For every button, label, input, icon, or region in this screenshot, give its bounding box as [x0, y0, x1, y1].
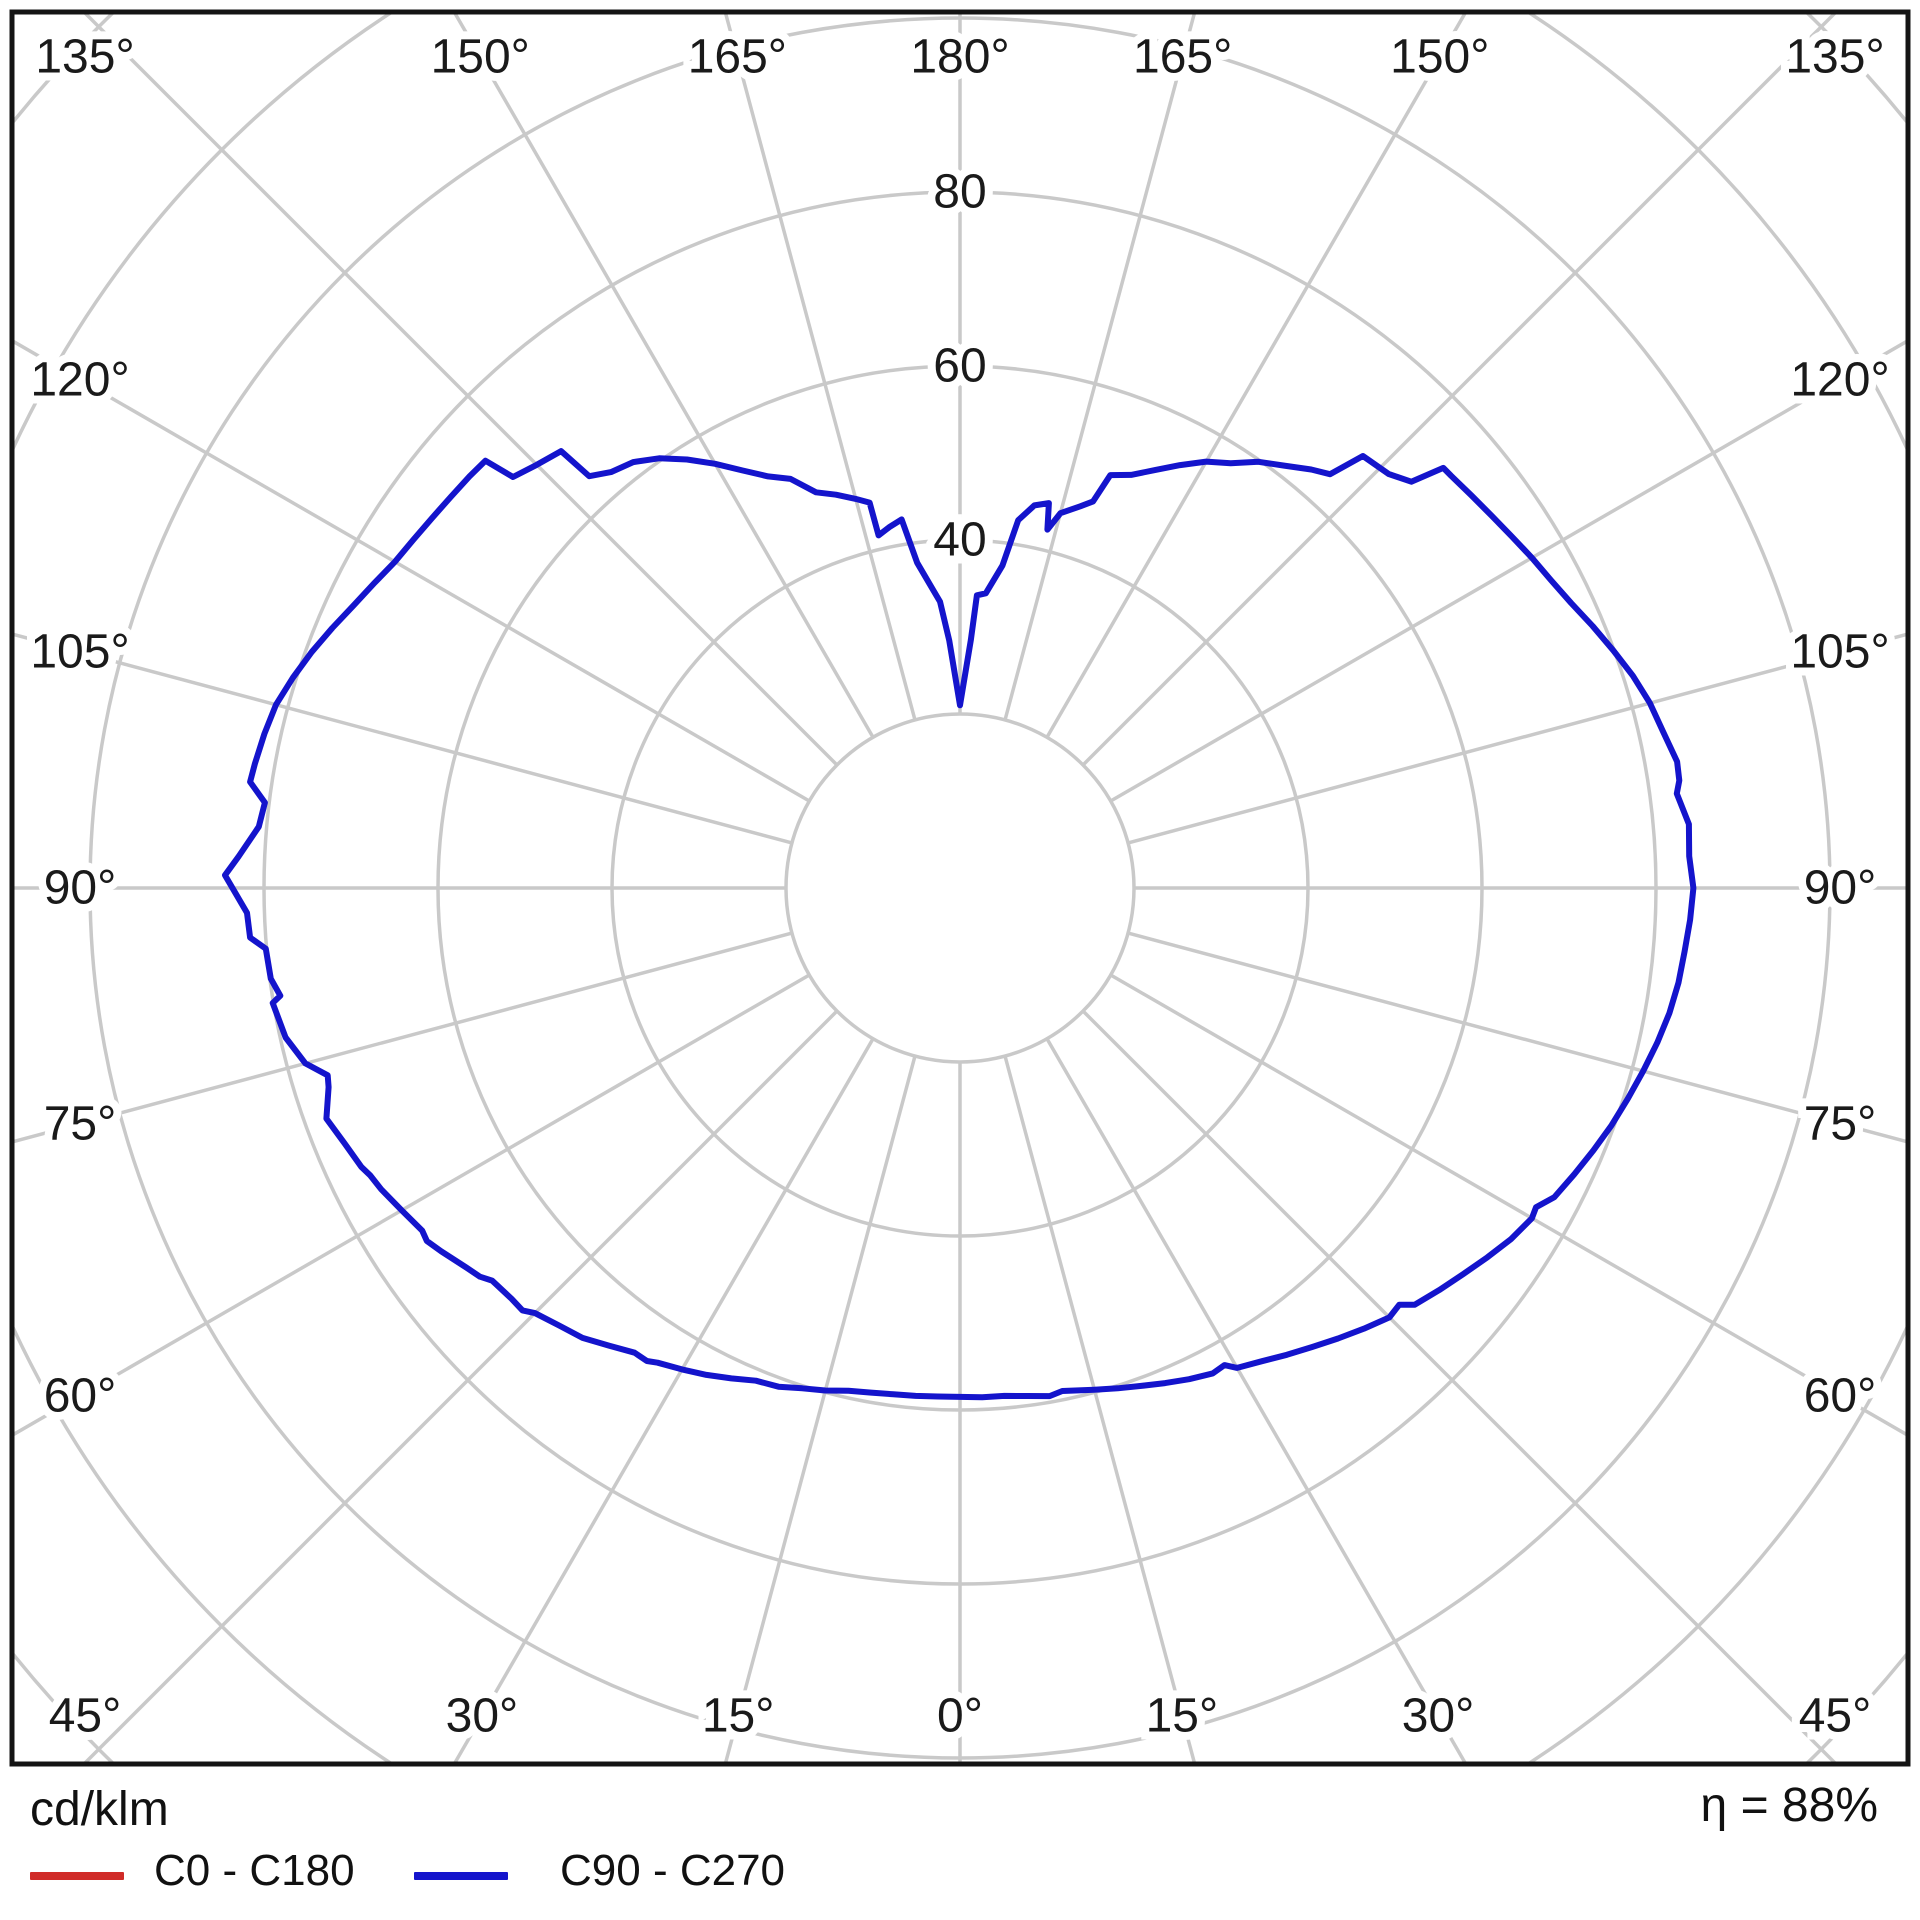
legend-label-c90-c270: C90 - C270 — [560, 1846, 786, 1895]
angle-label-bottom-4: 15° — [1146, 1690, 1219, 1743]
angle-label-left-1: 105° — [30, 626, 129, 679]
radial-axis-tick-labels: 40 60 80 — [925, 158, 994, 575]
angle-label-top-2: 165° — [688, 31, 787, 84]
angle-label-right-4: 60° — [1804, 1370, 1877, 1423]
legend-swatch-c90-c270-line — [414, 1872, 508, 1880]
grid-ray-300 — [14, 973, 811, 1437]
grid-ray-45 — [1081, 1009, 1837, 1762]
grid-ray-60 — [1109, 973, 1906, 1437]
angle-label-top-1: 150° — [431, 31, 530, 84]
grid-ray-15 — [1003, 1055, 1196, 1762]
angle-label-left-2: 90° — [44, 862, 117, 915]
grid-ray-345 — [724, 1055, 917, 1762]
angle-label-right-0: 120° — [1790, 353, 1889, 406]
angle-label-bottom-3: 0° — [937, 1690, 983, 1743]
grid-ray-285 — [14, 931, 793, 1144]
grid-ray-105 — [1127, 632, 1906, 845]
legend-swatch-c0-c180-line — [30, 1872, 124, 1880]
radial-units-label: cd/klm — [30, 1783, 169, 1836]
radial-tick-label-80: 80 — [933, 166, 986, 219]
legend: C0 - C180 C90 - C270 — [0, 1846, 1920, 1906]
grid-ray-315 — [83, 1009, 839, 1762]
radial-tick-label-60: 60 — [933, 340, 986, 393]
grid-ray-75 — [1127, 931, 1906, 1144]
angle-label-bottom-5: 30° — [1402, 1690, 1475, 1743]
grid-ring-20 — [784, 712, 1136, 1064]
angle-label-top-5: 150° — [1390, 31, 1489, 84]
efficiency-value-label: η = 88% — [1700, 1779, 1878, 1832]
angle-label-right-2: 90° — [1804, 862, 1877, 915]
angle-label-right-3: 75° — [1804, 1097, 1877, 1150]
grid-ray-225 — [83, 14, 839, 767]
plot-frame — [9, 9, 1911, 1767]
grid-ray-30 — [1045, 1037, 1467, 1762]
angle-label-top-0: 135° — [35, 31, 134, 84]
grid-ray-240 — [14, 339, 811, 803]
grid-ray-135 — [1081, 14, 1837, 767]
angle-label-top-3: 180° — [910, 31, 1009, 84]
angle-label-bottom-0: 45° — [49, 1690, 122, 1743]
curve-c90-c270 — [222, 448, 1697, 1401]
legend-label-c0-c180: C0 - C180 — [154, 1846, 355, 1895]
angle-label-bottom-1: 30° — [446, 1690, 519, 1743]
angle-label-left-4: 60° — [44, 1370, 117, 1423]
angle-label-left-0: 120° — [30, 353, 129, 406]
grid-ray-210 — [453, 14, 875, 739]
grid-ray-330 — [453, 1037, 875, 1762]
angle-label-left-3: 75° — [44, 1097, 117, 1150]
grid-ray-255 — [14, 632, 793, 845]
grid-ray-120 — [1109, 339, 1906, 803]
angle-label-bottom-2: 15° — [702, 1690, 775, 1743]
radial-tick-label-40: 40 — [933, 514, 986, 567]
angle-label-top-6: 135° — [1785, 31, 1884, 84]
angle-label-right-1: 105° — [1790, 626, 1889, 679]
angle-label-bottom-6: 45° — [1799, 1690, 1872, 1743]
grid-ray-150 — [1045, 14, 1467, 739]
angle-axis-labels: 135° 150° 165° 180° 165° 150° 135° 120° 105° 90° 7… — [22, 23, 1897, 1751]
angle-label-top-4: 165° — [1133, 31, 1232, 84]
grid-ray-195 — [724, 14, 917, 721]
intensity-curves — [222, 448, 1697, 1401]
